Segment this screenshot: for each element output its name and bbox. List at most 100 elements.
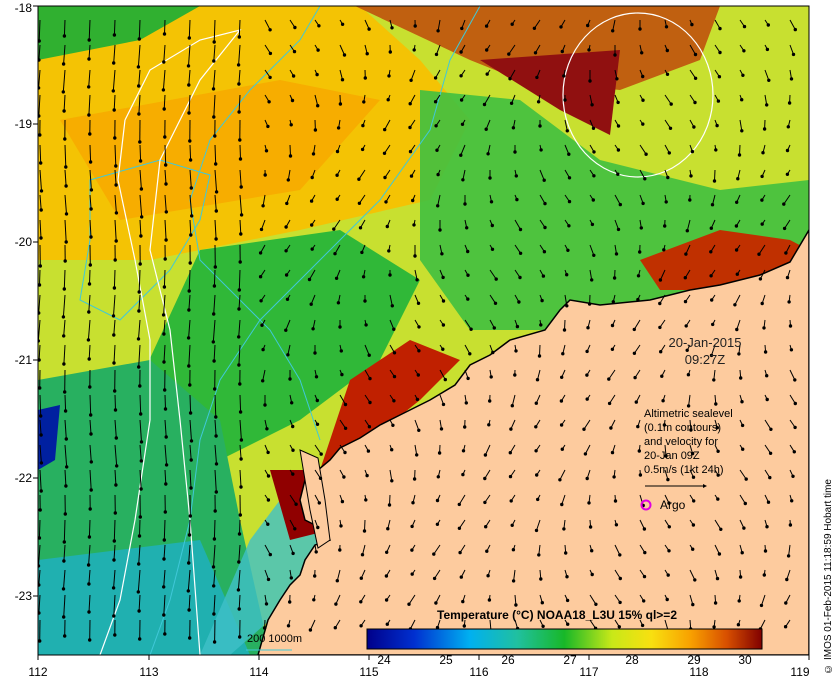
velocity-vector-head	[591, 198, 595, 202]
velocity-vector	[138, 294, 141, 312]
velocity-vector-head	[793, 378, 797, 382]
velocity-vector-head	[238, 138, 242, 142]
velocity-vector-head	[511, 548, 516, 552]
velocity-vector	[508, 44, 516, 55]
velocity-vector-head	[618, 600, 622, 605]
velocity-vector-head	[592, 150, 596, 154]
velocity-vector-head	[164, 210, 169, 214]
velocity-vector	[88, 569, 91, 585]
velocity-vector	[39, 144, 42, 164]
velocity-vector-head	[138, 140, 142, 144]
velocity-vector-head	[136, 337, 141, 341]
legend-line: and velocity for	[644, 436, 718, 448]
velocity-vector-head	[189, 486, 193, 490]
velocity-vector-head	[739, 376, 743, 380]
velocity-vector-head	[162, 332, 166, 336]
velocity-vector	[189, 519, 191, 536]
velocity-vector-head	[590, 103, 594, 107]
velocity-vector-head	[565, 129, 569, 133]
velocity-vector-head	[136, 65, 141, 69]
velocity-vector-head	[88, 385, 92, 389]
velocity-vector-head	[664, 25, 669, 29]
velocity-vector-head	[39, 189, 44, 193]
velocity-vector-head	[760, 174, 764, 179]
velocity-vector-head	[686, 373, 691, 377]
y-tick-label: -21	[14, 353, 32, 367]
velocity-vector-head	[164, 238, 168, 242]
velocity-vector-head	[187, 561, 191, 565]
velocity-vector-head	[340, 499, 345, 504]
velocity-vector-head	[343, 402, 348, 407]
velocity-vector-head	[239, 457, 243, 461]
velocity-vector	[189, 194, 193, 216]
velocity-vector	[437, 19, 441, 31]
velocity-vector-head	[342, 53, 347, 57]
velocity-vector	[163, 94, 166, 110]
velocity-vector-head	[563, 98, 567, 102]
velocity-vector	[214, 169, 218, 192]
velocity-vector-head	[87, 85, 91, 89]
velocity-vector-head	[786, 554, 791, 558]
velocity-vector-head	[441, 323, 446, 327]
velocity-vector-head	[616, 148, 621, 152]
velocity-vector-head	[64, 184, 68, 188]
velocity-vector	[138, 319, 141, 339]
velocity-vector	[113, 544, 116, 561]
velocity-vector	[163, 294, 166, 315]
velocity-vector-head	[385, 622, 389, 626]
velocity-vector-head	[793, 27, 797, 32]
velocity-vector	[113, 319, 116, 336]
velocity-vector-head	[412, 48, 416, 52]
velocity-vector	[239, 444, 242, 460]
velocity-vector-head	[637, 449, 641, 453]
velocity-vector	[164, 19, 166, 35]
velocity-vector	[639, 144, 647, 155]
velocity-vector-head	[294, 502, 298, 506]
velocity-vector	[139, 394, 142, 415]
velocity-vector-head	[291, 448, 295, 452]
velocity-vector-head	[690, 149, 695, 154]
velocity-vector-head	[188, 383, 192, 387]
velocity-vector-head	[486, 152, 490, 156]
velocity-vector-head	[162, 107, 166, 111]
velocity-vector-head	[782, 226, 787, 231]
velocity-vector	[511, 394, 516, 406]
velocity-vector-head	[441, 299, 446, 303]
velocity-vector-head	[784, 251, 788, 255]
velocity-vector-head	[560, 502, 564, 507]
velocity-vector-head	[494, 277, 498, 281]
velocity-vector-head	[790, 499, 794, 503]
velocity-vector-head	[258, 275, 263, 279]
velocity-vector-head	[508, 77, 512, 81]
velocity-vector	[88, 294, 91, 313]
velocity-vector	[64, 444, 68, 467]
velocity-vector	[589, 594, 597, 605]
velocity-vector-head	[643, 550, 647, 555]
velocity-vector-head	[138, 515, 143, 519]
velocity-vector	[39, 169, 42, 191]
velocity-vector-head	[338, 325, 342, 329]
velocity-vector-head	[658, 325, 662, 330]
velocity-vector-head	[710, 203, 715, 207]
velocity-vector	[164, 194, 167, 212]
velocity-vector-head	[340, 22, 345, 26]
velocity-vector-head	[436, 172, 440, 177]
velocity-vector-head	[560, 49, 564, 54]
velocity-vector-head	[715, 576, 720, 581]
velocity-vector-head	[238, 382, 242, 386]
velocity-vector	[788, 544, 791, 556]
velocity-vector	[289, 144, 291, 157]
velocity-vector-head	[214, 190, 219, 194]
velocity-vector-head	[440, 252, 444, 256]
velocity-vector-head	[336, 301, 341, 305]
velocity-vector-head	[388, 273, 392, 277]
velocity-vector-head	[38, 611, 41, 615]
velocity-vector	[408, 594, 416, 605]
velocity-vector	[38, 319, 41, 341]
velocity-vector-head	[113, 389, 117, 393]
velocity-vector-head	[260, 323, 264, 327]
velocity-vector-head	[485, 72, 489, 76]
velocity-vector-head	[534, 449, 538, 453]
velocity-vector-head	[387, 249, 391, 253]
velocity-vector-head	[137, 290, 141, 294]
